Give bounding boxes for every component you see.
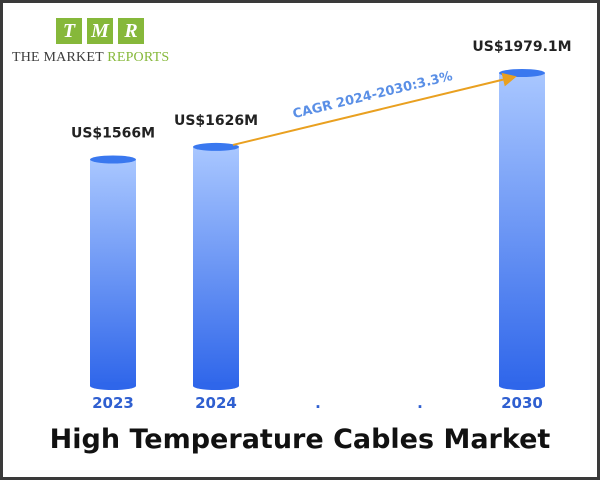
x-tick-label-1: 2024 xyxy=(195,394,237,412)
cagr-arrow xyxy=(232,72,517,146)
bar-cap-2024 xyxy=(193,142,239,151)
bar-base-2023 xyxy=(90,382,136,390)
data-label-2024: US$1626M xyxy=(174,113,258,129)
cagr-layer: CAGR 2024-2030:3.3% xyxy=(232,69,517,146)
logo-wordmark: THE MARKET REPORTS xyxy=(12,50,169,66)
logo-letter-r: R xyxy=(118,18,144,44)
x-tick-label-2: . xyxy=(315,394,321,412)
x-tick-label-0: 2023 xyxy=(92,394,134,412)
x-tick-label-4: 2030 xyxy=(501,394,543,412)
bar-2030 xyxy=(499,69,545,390)
bar-2024 xyxy=(193,142,239,390)
data-label-2023: US$1566M xyxy=(71,125,155,141)
data-label-2030: US$1979.1M xyxy=(472,39,571,55)
bar-body-2023 xyxy=(90,159,136,386)
bar-cap-2023 xyxy=(90,155,136,164)
cagr-label: CAGR 2024-2030:3.3% xyxy=(291,69,454,122)
logo-letter-m: M xyxy=(87,18,113,44)
bar-base-2030 xyxy=(499,382,545,390)
bar-body-2024 xyxy=(193,146,239,386)
labels-layer: 2023 US$1566M 2024 US$1626M.. 2030 US$1979.1M xyxy=(71,39,572,412)
bar-body-2030 xyxy=(499,73,545,386)
bar-cap-2030 xyxy=(499,69,545,77)
x-tick-label-3: . xyxy=(417,394,423,412)
bar-base-2024 xyxy=(193,382,239,390)
chart-title: High Temperature Cables Market xyxy=(49,424,551,455)
bar-2023 xyxy=(90,155,136,390)
logo-letter-t: T xyxy=(56,18,82,44)
bars-layer xyxy=(90,69,545,390)
logo-text-part2: REPORTS xyxy=(107,50,170,65)
logo-text-part1: THE MARKET xyxy=(12,50,104,65)
